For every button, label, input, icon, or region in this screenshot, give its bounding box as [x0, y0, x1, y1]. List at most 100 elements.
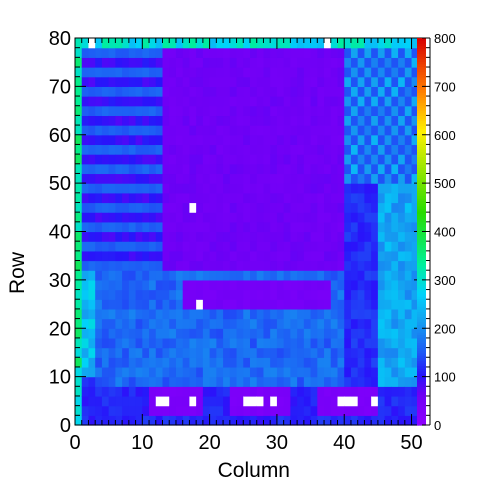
heatmap-cell [101, 86, 110, 97]
heatmap-cell [189, 318, 197, 329]
heatmap-cell [411, 154, 419, 165]
colorbar-step [417, 53, 426, 57]
heatmap-cell [162, 405, 170, 416]
heatmap-cell [297, 125, 305, 136]
colorbar-step [417, 293, 426, 297]
heatmap-cell [364, 308, 372, 320]
heatmap-cell [88, 250, 96, 262]
heatmap-cell [384, 125, 392, 136]
heatmap-cell [196, 279, 204, 291]
heatmap-cell [317, 134, 325, 146]
heatmap-cell [398, 86, 406, 97]
heatmap-cell [229, 134, 238, 146]
heatmap-cell [411, 328, 419, 339]
heatmap-cell [290, 308, 298, 320]
colorbar-step [417, 388, 426, 393]
heatmap-cell [270, 38, 278, 49]
heatmap-cell [398, 308, 406, 320]
heatmap-cell [182, 328, 191, 339]
heatmap-cell [377, 67, 386, 78]
heatmap-cell [404, 221, 413, 233]
heatmap-cell [128, 366, 137, 378]
heatmap-cell [149, 231, 157, 242]
heatmap-cell [391, 125, 399, 136]
heatmap-cell [216, 192, 224, 204]
heatmap-cell [256, 192, 265, 204]
heatmap-cell [142, 289, 150, 300]
heatmap-cell [175, 405, 184, 416]
heatmap-cell [276, 357, 285, 368]
heatmap-cell [317, 289, 325, 300]
heatmap-cell [384, 250, 392, 262]
heatmap-cell [122, 308, 130, 320]
heatmap-cell [216, 386, 224, 397]
heatmap-cell [398, 241, 406, 252]
heatmap-cell [88, 183, 96, 194]
heatmap-cell [101, 357, 110, 368]
heatmap-cell [391, 347, 399, 358]
heatmap-cell [344, 299, 352, 310]
heatmap-cell [324, 241, 332, 252]
heatmap-cell [404, 96, 413, 107]
heatmap-cell [128, 173, 137, 184]
heatmap-cell [229, 202, 238, 213]
colorbar-tick-label: 600 [434, 128, 456, 143]
heatmap-cell [391, 47, 399, 58]
heatmap-cell [135, 376, 143, 387]
heatmap-cell [263, 125, 271, 136]
heatmap-cell [290, 337, 298, 349]
heatmap-cell [202, 415, 211, 426]
heatmap-cell [297, 270, 305, 281]
heatmap-cell [135, 270, 143, 281]
heatmap-cell [216, 357, 224, 368]
heatmap-cell [108, 115, 116, 126]
heatmap-cell [209, 57, 217, 68]
heatmap-cell [324, 386, 332, 397]
heatmap-cell [122, 328, 130, 339]
heatmap-cell [411, 163, 419, 175]
heatmap-cell [337, 202, 345, 213]
heatmap-cell [317, 347, 325, 358]
heatmap-cell [202, 328, 211, 339]
heatmap-cell [250, 366, 258, 378]
heatmap-cell [324, 231, 332, 242]
heatmap-cell [142, 192, 150, 204]
heatmap-cell [75, 125, 83, 136]
heatmap-cell [411, 192, 419, 204]
heatmap-cell [155, 357, 164, 368]
heatmap-cell [398, 337, 406, 349]
heatmap-cell [88, 47, 96, 58]
heatmap-cell [283, 57, 291, 68]
heatmap-cell [344, 270, 352, 281]
heatmap-cell [344, 57, 352, 68]
heatmap-cell [317, 57, 325, 68]
heatmap-cell [250, 357, 258, 368]
heatmap-cell [337, 163, 345, 175]
heatmap-cell [229, 212, 238, 223]
heatmap-cell [317, 250, 325, 262]
heatmap-cell [391, 386, 399, 397]
heatmap-cell [276, 366, 285, 378]
heatmap-cell [283, 183, 291, 194]
heatmap-cell [189, 279, 197, 291]
heatmap-cell [75, 318, 83, 329]
heatmap-cell [81, 415, 90, 426]
heatmap-cell [236, 337, 244, 349]
colorbar-step [417, 381, 426, 385]
heatmap-cell [142, 241, 150, 252]
heatmap-cell [182, 250, 191, 262]
heatmap-cell [357, 299, 366, 310]
heatmap-cell [81, 395, 90, 407]
heatmap-cell [135, 231, 143, 242]
heatmap-cell [411, 115, 419, 126]
heatmap-cell [175, 386, 184, 397]
heatmap-cell [310, 134, 318, 146]
heatmap-cell [95, 105, 103, 117]
heatmap-cell [162, 241, 170, 252]
heatmap-cell [317, 86, 325, 97]
heatmap-cell [256, 405, 265, 416]
heatmap-cell [310, 221, 318, 233]
heatmap-cell [297, 347, 305, 358]
heatmap-cell [357, 183, 366, 194]
